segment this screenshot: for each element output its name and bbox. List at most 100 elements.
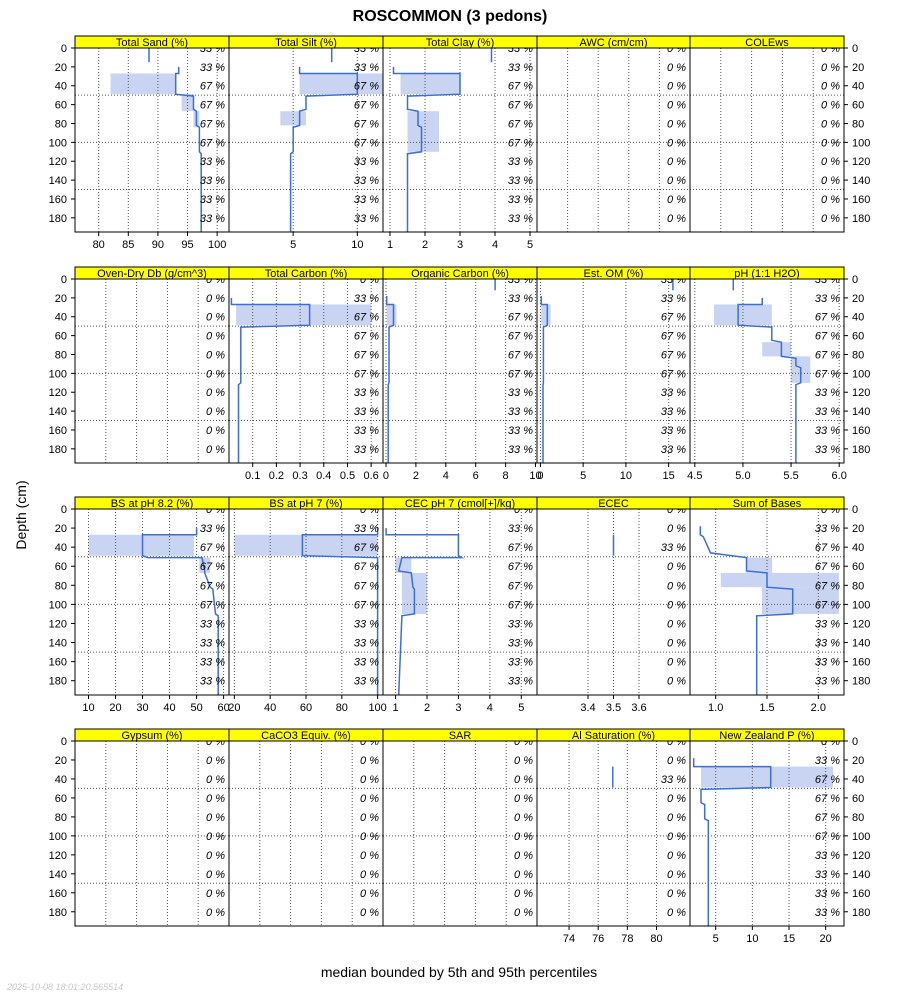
pct-label: 0 % [206, 831, 225, 843]
pct-label: 0 % [667, 888, 686, 900]
median-line [301, 528, 379, 695]
y-tick-label: 140 [852, 406, 870, 418]
y-tick-label: 40 [852, 312, 864, 324]
y-tick-label: 0 [61, 504, 67, 516]
pct-label: 0 % [206, 907, 225, 919]
panel-10: 0 %33 %67 %67 %67 %67 %33 %33 %33 %33 %B… [49, 496, 230, 714]
pct-label: 33 % [508, 523, 533, 535]
x-tick-label: 2 [424, 702, 430, 714]
pct-label: 0 % [514, 793, 533, 805]
pct-label: 33 % [815, 387, 840, 399]
percentile-band [761, 587, 839, 614]
y-tick-label: 160 [852, 425, 870, 437]
x-tick-label: 3.6 [631, 702, 646, 714]
x-tick-label: 1 [387, 239, 393, 251]
pct-label: 67 % [815, 774, 840, 786]
pct-label: 67 % [508, 561, 533, 573]
y-tick-label: 140 [49, 406, 67, 418]
pct-label: 33 % [661, 387, 686, 399]
panel-title: CaCO3 Equiv. (%) [261, 730, 351, 742]
y-tick-label: 80 [852, 812, 864, 824]
y-tick-label: 100 [852, 831, 870, 843]
pct-label: 0 % [206, 349, 225, 361]
x-tick-label: 0.6 [364, 470, 379, 482]
pct-label: 33 % [508, 156, 533, 168]
pct-label: 0 % [667, 638, 686, 650]
panel-strip [689, 266, 845, 280]
pct-label: 33 % [815, 618, 840, 630]
median-line [230, 297, 311, 463]
pct-label: 0 % [206, 850, 225, 862]
y-tick-label: 180 [49, 444, 67, 456]
panel-title: ECEC [598, 498, 629, 510]
pct-label: 33 % [200, 175, 225, 187]
pct-label: 33 % [815, 869, 840, 881]
x-tick-label: 20 [820, 933, 832, 945]
pct-label: 0 % [667, 676, 686, 688]
panel-3: 0 %0 %0 %0 %0 %0 %0 %0 %0 %0 %AWC (cm/cm… [536, 35, 691, 233]
y-tick-label: 140 [49, 175, 67, 187]
pct-label: 67 % [508, 137, 533, 149]
pct-label: 67 % [508, 118, 533, 130]
y-tick-label: 60 [852, 331, 864, 343]
median-line [737, 297, 802, 463]
y-tick-label: 0 [61, 736, 67, 748]
pct-label: 0 % [206, 406, 225, 418]
pct-label: 0 % [360, 793, 379, 805]
y-tick-label: 20 [55, 62, 67, 74]
pct-label: 33 % [200, 156, 225, 168]
y-tick-label: 140 [852, 638, 870, 650]
pct-label: 67 % [815, 542, 840, 554]
x-axis-label: median bounded by 5th and 95th percentil… [321, 964, 597, 980]
pct-label: 33 % [815, 907, 840, 919]
panel-5: 0 %0 %0 %0 %0 %0 %0 %0 %0 %0 %Oven-Dry D… [49, 266, 230, 464]
pct-label: 0 % [667, 100, 686, 112]
pct-label: 0 % [667, 907, 686, 919]
pct-label: 33 % [661, 542, 686, 554]
y-tick-label: 20 [852, 523, 864, 535]
y-tick-label: 180 [49, 676, 67, 688]
pct-label: 0 % [360, 850, 379, 862]
y-tick-label: 80 [55, 812, 67, 824]
pct-label: 0 % [514, 755, 533, 767]
y-tick-label: 100 [852, 137, 870, 149]
panel-4: 0 %0 %0 %0 %0 %0 %0 %0 %0 %0 %COLEws 0204… [689, 35, 870, 233]
pct-label: 0 % [821, 194, 840, 206]
pct-label: 67 % [815, 561, 840, 573]
pct-label: 0 % [667, 657, 686, 669]
pct-label: 33 % [354, 387, 379, 399]
pct-label: 67 % [815, 793, 840, 805]
panel-19: 0 %33 %67 %67 %67 %67 %33 %33 %33 %33 %N… [689, 728, 870, 945]
pct-label: 0 % [667, 156, 686, 168]
panel-background [537, 36, 690, 232]
pct-label: 67 % [354, 118, 379, 130]
y-tick-label: 100 [49, 137, 67, 149]
pct-label: 67 % [815, 812, 840, 824]
pct-label: 33 % [508, 387, 533, 399]
panel-11: 0 %33 %67 %67 %67 %67 %33 %33 %33 %33 %B… [228, 496, 387, 714]
y-tick-label: 0 [61, 274, 67, 286]
panel-title: Sum of Bases [733, 498, 802, 510]
y-tick-label: 20 [55, 523, 67, 535]
pct-label: 33 % [508, 406, 533, 418]
pct-label: 33 % [508, 444, 533, 456]
y-tick-label: 0 [852, 43, 858, 55]
pct-label: 67 % [661, 331, 686, 343]
pct-label: 67 % [200, 81, 225, 93]
percentile-band [701, 766, 833, 788]
panel-title: Oven-Dry Db (g/cm^3) [97, 268, 207, 280]
pct-label: 0 % [821, 213, 840, 225]
y-tick-label: 80 [55, 118, 67, 130]
y-tick-label: 160 [49, 194, 67, 206]
panel-15: 0 %0 %0 %0 %0 %0 %0 %0 %0 %0 %Gypsum (%)… [49, 728, 230, 927]
y-tick-label: 100 [852, 599, 870, 611]
pct-label: 33 % [354, 156, 379, 168]
pct-label: 67 % [200, 100, 225, 112]
x-tick-label: 6.0 [832, 470, 847, 482]
pct-label: 33 % [508, 293, 533, 305]
panel-7: 33 %33 %67 %67 %67 %67 %33 %33 %33 %33 %… [382, 266, 542, 482]
y-axis-label: Depth (cm) [13, 480, 29, 549]
x-tick-label: 40 [264, 702, 276, 714]
panel-background [75, 36, 229, 232]
pct-label: 67 % [508, 368, 533, 380]
